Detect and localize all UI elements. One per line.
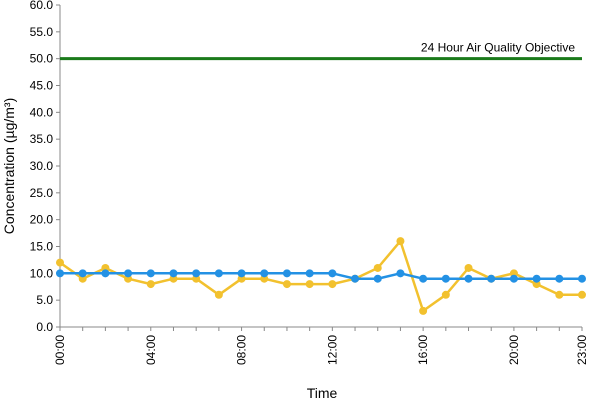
data-point bbox=[578, 274, 586, 283]
data-point bbox=[419, 306, 428, 315]
data-point bbox=[464, 274, 473, 283]
y-tick-label: 25.0 bbox=[30, 186, 54, 200]
data-point bbox=[56, 258, 64, 267]
data-point bbox=[441, 290, 450, 299]
y-tick-label: 50.0 bbox=[30, 52, 54, 66]
data-point bbox=[578, 290, 586, 299]
data-point bbox=[282, 280, 291, 289]
y-tick-label: 40.0 bbox=[30, 105, 54, 119]
data-point bbox=[328, 280, 337, 289]
data-point bbox=[260, 269, 269, 278]
series-line bbox=[59, 239, 582, 313]
data-point bbox=[124, 269, 133, 278]
x-tick-label: 20:00 bbox=[507, 335, 521, 365]
data-point bbox=[532, 274, 541, 283]
data-point bbox=[328, 269, 337, 278]
data-point bbox=[351, 274, 360, 283]
data-point bbox=[146, 269, 155, 278]
data-point bbox=[146, 280, 155, 289]
y-tick-label: 45.0 bbox=[30, 79, 54, 93]
data-point bbox=[441, 274, 450, 283]
x-tick-label: 08:00 bbox=[235, 335, 249, 365]
y-axis-title: Concentration (µg/m³) bbox=[1, 98, 17, 234]
x-tick-label: 23:00 bbox=[575, 335, 589, 365]
y-tick-label: 60.0 bbox=[30, 0, 54, 12]
data-point bbox=[509, 274, 518, 283]
y-tick-label: 10.0 bbox=[30, 266, 54, 280]
x-axis-ticks: 00:00 04:00 08:00 12:00 16:00 20:00 23:00 bbox=[53, 327, 589, 365]
data-point bbox=[464, 263, 473, 272]
y-tick-label: 30.0 bbox=[30, 159, 54, 173]
y-tick-label: 15.0 bbox=[30, 240, 54, 254]
x-tick-label: 12:00 bbox=[325, 335, 339, 365]
data-point bbox=[78, 269, 87, 278]
data-point bbox=[487, 274, 496, 283]
data-point bbox=[237, 269, 246, 278]
x-tick-label: 16:00 bbox=[416, 335, 430, 365]
series-1 bbox=[56, 237, 586, 315]
data-point bbox=[373, 274, 382, 283]
data-point bbox=[419, 274, 428, 283]
x-tick-label: 00:00 bbox=[53, 335, 67, 365]
data-point bbox=[282, 269, 291, 278]
series-group bbox=[56, 237, 586, 315]
data-point bbox=[192, 269, 201, 278]
y-tick-label: 55.0 bbox=[30, 25, 54, 39]
data-point bbox=[101, 269, 110, 278]
data-point bbox=[555, 274, 564, 283]
data-point bbox=[214, 269, 223, 278]
x-axis-title: Time bbox=[307, 385, 338, 400]
y-tick-label: 0.0 bbox=[36, 320, 53, 334]
y-tick-label: 35.0 bbox=[30, 132, 54, 146]
data-point bbox=[305, 280, 314, 289]
x-tick-label: 04:00 bbox=[144, 335, 158, 365]
data-point bbox=[396, 237, 405, 246]
reference-line-label: 24 Hour Air Quality Objective bbox=[421, 41, 575, 55]
data-point bbox=[373, 263, 382, 272]
y-tick-label: 5.0 bbox=[36, 293, 53, 307]
data-point bbox=[56, 269, 64, 278]
reference-line-group: 24 Hour Air Quality Objective bbox=[60, 41, 582, 61]
y-axis-ticks: 0.0 5.0 10.0 15.0 20.0 25.0 30.0 35.0 40.0 45.0 50… bbox=[30, 0, 60, 334]
data-point bbox=[169, 269, 178, 278]
y-tick-label: 20.0 bbox=[30, 213, 54, 227]
series-2 bbox=[56, 269, 586, 283]
data-point bbox=[396, 269, 405, 278]
data-point bbox=[214, 290, 223, 299]
data-point bbox=[305, 269, 314, 278]
data-point bbox=[555, 290, 564, 299]
